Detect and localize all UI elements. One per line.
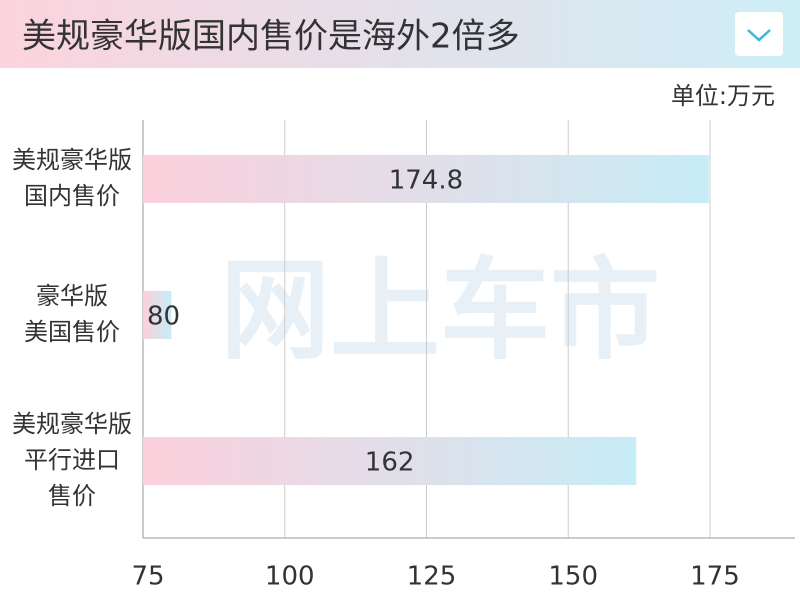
label-line: 美国售价 [24,318,120,346]
dropdown-button[interactable] [735,12,783,56]
x-tick-label: 175 [690,562,740,592]
unit-label: 单位:万元 [671,82,775,110]
label-line: 美规豪华版 [12,410,132,438]
value-label: 162 [365,448,415,478]
label-line: 售价 [48,482,96,510]
bar [143,155,709,203]
title-bar [0,0,800,68]
y-tick-label: 美规豪华版平行进口售价 [12,410,132,510]
x-tick-label: 125 [407,562,457,592]
x-tick-label: 100 [265,562,315,592]
value-label: 174.8 [389,166,463,196]
x-tick-label: 75 [131,562,164,592]
x-tick-label: 150 [548,562,598,592]
label-line: 国内售价 [24,182,120,210]
y-tick-label: 美规豪华版国内售价 [12,146,132,210]
label-line: 平行进口 [24,446,120,474]
label-line: 美规豪华版 [12,146,132,174]
value-label: 80 [147,302,180,332]
y-tick-label: 豪华版美国售价 [24,282,120,346]
chevron-icon [747,29,771,42]
label-line: 豪华版 [36,282,108,310]
bar [143,437,637,485]
bar [143,291,172,339]
chart-title: 美规豪华版国内售价是海外2倍多 [22,17,520,57]
watermark: 网上车市 [220,246,660,374]
